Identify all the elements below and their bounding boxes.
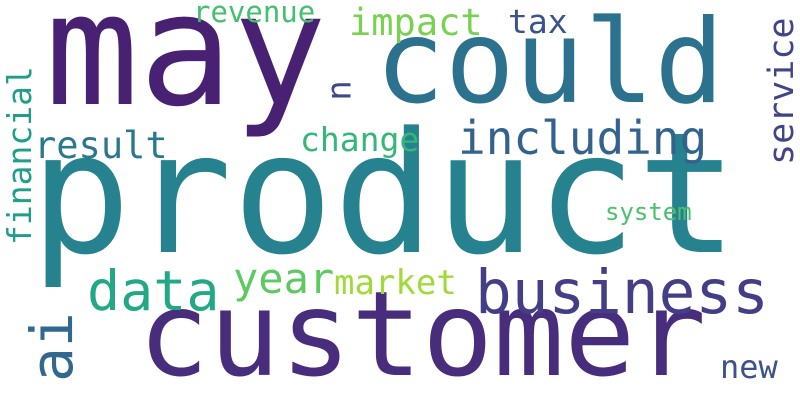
word-impact: impact <box>349 1 483 44</box>
word-year: year <box>233 254 335 303</box>
word-revenue: revenue <box>193 0 316 29</box>
word-financial: financial <box>0 66 39 245</box>
word-may: may <box>45 0 327 141</box>
word-market: market <box>334 263 457 303</box>
word-including: including <box>458 111 708 165</box>
word-system: system <box>605 198 692 226</box>
word-customer: customer <box>138 265 707 400</box>
word-data: data <box>87 259 220 323</box>
word-new: new <box>720 348 778 386</box>
word-change: change <box>300 120 420 159</box>
word-result: result <box>34 124 168 167</box>
word-u: u <box>323 80 363 101</box>
word-could: could <box>375 0 725 130</box>
word-business: business <box>475 257 769 328</box>
word-product: product <box>30 96 739 292</box>
word-service: service <box>762 17 800 165</box>
word-ai: ai <box>18 312 86 382</box>
word-tax: tax <box>508 2 568 41</box>
